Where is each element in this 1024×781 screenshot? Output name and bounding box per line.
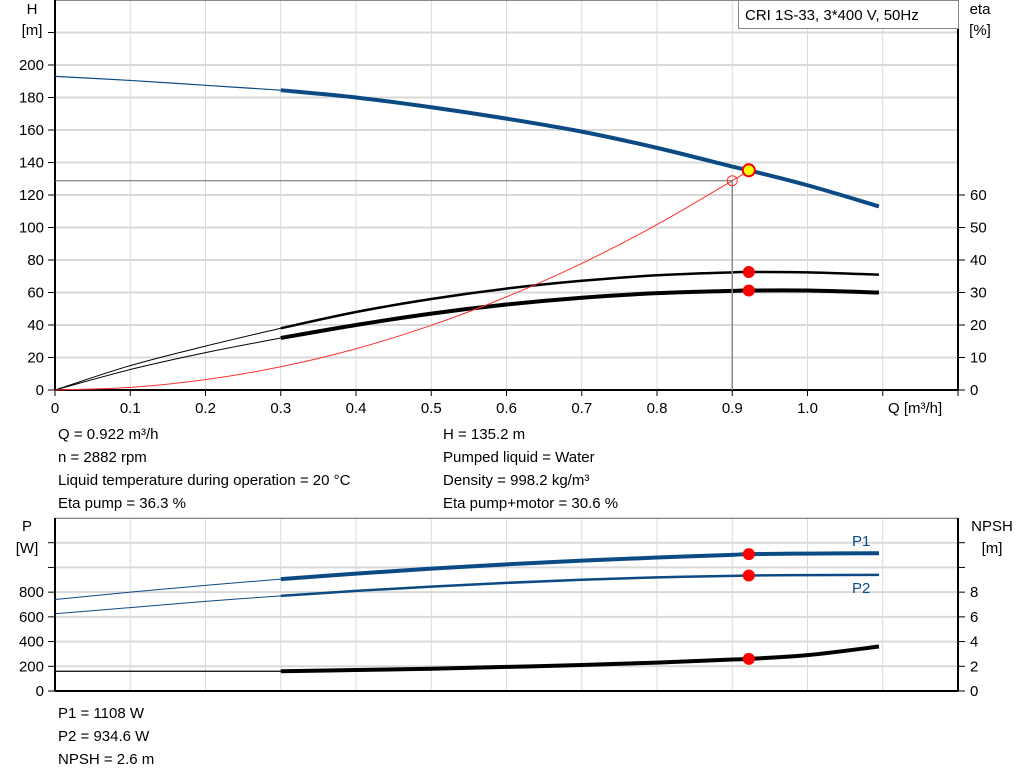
info-temperature: Liquid temperature during operation = 20… xyxy=(58,472,351,489)
y-tick-label: 0 xyxy=(36,382,44,399)
y-tick-label: 40 xyxy=(27,317,44,334)
p2-point-marker xyxy=(742,569,755,582)
info-liquid: Pumped liquid = Water xyxy=(443,449,595,466)
h-axis-label: H xyxy=(27,1,38,18)
y2-tick-label: 40 xyxy=(970,252,987,269)
info-npsh: NPSH = 2.6 m xyxy=(58,751,155,768)
info-top-right: H = 135.2 m Pumped liquid = Water Densit… xyxy=(443,423,618,515)
npsh-curve xyxy=(280,644,880,674)
p1-curve-extrapolated xyxy=(54,578,281,601)
info-top-left: Q = 0.922 m³/h n = 2882 rpm Liquid tempe… xyxy=(58,423,350,515)
p2-curve-label: P2 xyxy=(852,580,870,597)
bottom-series xyxy=(54,548,880,674)
y-tick-label: 80 xyxy=(27,252,44,269)
info-speed: n = 2882 rpm xyxy=(58,449,147,466)
y-tick-label: 140 xyxy=(19,155,44,172)
x-tick-label: 1.0 xyxy=(797,400,818,417)
y2-tick-label: 50 xyxy=(970,220,987,237)
y2-tick-label: 30 xyxy=(970,285,987,302)
y2-tick-label: 0 xyxy=(970,382,978,399)
x-tick-label: 0.6 xyxy=(496,400,517,417)
y-tick-label: 180 xyxy=(19,90,44,107)
y2-tick-label: 4 xyxy=(970,634,978,651)
y-tick-label: 0 xyxy=(36,683,44,700)
title-text: CRI 1S-33, 3*400 V, 50Hz xyxy=(745,7,919,24)
eta-total-curve-extrapolated xyxy=(54,337,281,391)
eta-total-point-marker xyxy=(742,284,755,297)
info-p2: P2 = 934.6 W xyxy=(58,728,150,745)
eta-axis-label: eta xyxy=(970,1,992,18)
q-axis-label: Q [m³/h] xyxy=(888,400,942,417)
y-tick-label: 200 xyxy=(19,57,44,74)
y-tick-label: 160 xyxy=(19,122,44,139)
y2-tick-label: 8 xyxy=(970,584,978,601)
x-tick-label: 0.8 xyxy=(647,400,668,417)
y-tick-label: 800 xyxy=(19,584,44,601)
x-tick-label: 0.3 xyxy=(270,400,291,417)
x-tick-label: 0.4 xyxy=(346,400,367,417)
y-tick-label: 100 xyxy=(19,220,44,237)
y2-tick-label: 60 xyxy=(970,187,987,204)
x-tick-label: 0.7 xyxy=(571,400,592,417)
x-tick-label: 0.9 xyxy=(722,400,743,417)
y2-tick-label: 20 xyxy=(970,317,987,334)
eta-pump-curve-extrapolated xyxy=(54,327,281,391)
p1-curve xyxy=(280,551,879,582)
eta-total-curve xyxy=(280,288,880,340)
p1-point-marker xyxy=(742,548,755,561)
bottom-axes: 0 200 400 600 800 0 2 4 6 8 xyxy=(19,542,978,700)
x-tick-label: 0.2 xyxy=(195,400,216,417)
y-tick-label: 200 xyxy=(19,658,44,675)
eta-pump-point-marker xyxy=(742,266,755,279)
y-tick-label: 600 xyxy=(19,609,44,626)
h-curve xyxy=(280,88,880,209)
p-axis-unit: [W] xyxy=(16,540,39,557)
title-box xyxy=(738,0,959,29)
eta-pump-curve xyxy=(280,270,880,330)
info-eta-pump: Eta pump = 36.3 % xyxy=(58,495,186,512)
npsh-axis-unit: [m] xyxy=(982,540,1003,557)
system-curve xyxy=(54,169,750,391)
x-tick-label: 0 xyxy=(51,400,59,417)
info-p1: P1 = 1108 W xyxy=(58,705,145,722)
y2-tick-label: 0 xyxy=(970,683,978,700)
bottom-grid xyxy=(54,517,959,692)
y2-tick-label: 6 xyxy=(970,609,978,626)
npsh-point-marker xyxy=(742,652,755,665)
x-tick-label: 0.1 xyxy=(120,400,141,417)
info-head: H = 135.2 m xyxy=(443,426,526,443)
p1-curve-label: P1 xyxy=(852,533,870,550)
x-tick-label: 0.5 xyxy=(421,400,442,417)
info-flow: Q = 0.922 m³/h xyxy=(58,426,159,443)
y2-tick-label: 2 xyxy=(970,658,978,675)
eta-axis-unit: [%] xyxy=(969,22,991,39)
top-grid xyxy=(54,0,959,391)
y-tick-label: 20 xyxy=(27,350,44,367)
duty-point-marker xyxy=(741,163,756,178)
top-axes: 0 0.1 0.2 0.3 0.4 0.5 0.6 0.7 0.8 0.9 1.0 0 20 40 60 80… xyxy=(19,32,987,417)
y-tick-label: 120 xyxy=(19,187,44,204)
y2-tick-label: 10 xyxy=(970,350,987,367)
p2-curve-extrapolated xyxy=(54,595,281,615)
h-curve-extrapolated xyxy=(54,75,281,91)
reference-point-marker xyxy=(726,175,738,187)
info-bottom: P1 = 1108 W P2 = 934.6 W NPSH = 2.6 m xyxy=(58,702,154,771)
info-eta-total: Eta pump+motor = 30.6 % xyxy=(443,495,619,512)
top-series xyxy=(54,75,880,391)
y-tick-label: 60 xyxy=(27,285,44,302)
npsh-axis-label: NPSH xyxy=(971,518,1013,535)
info-density: Density = 998.2 kg/m³ xyxy=(443,472,590,489)
y-tick-label: 400 xyxy=(19,634,44,651)
h-axis-unit: [m] xyxy=(22,22,43,39)
p-axis-label: P xyxy=(22,518,32,535)
p2-curve xyxy=(280,573,879,598)
